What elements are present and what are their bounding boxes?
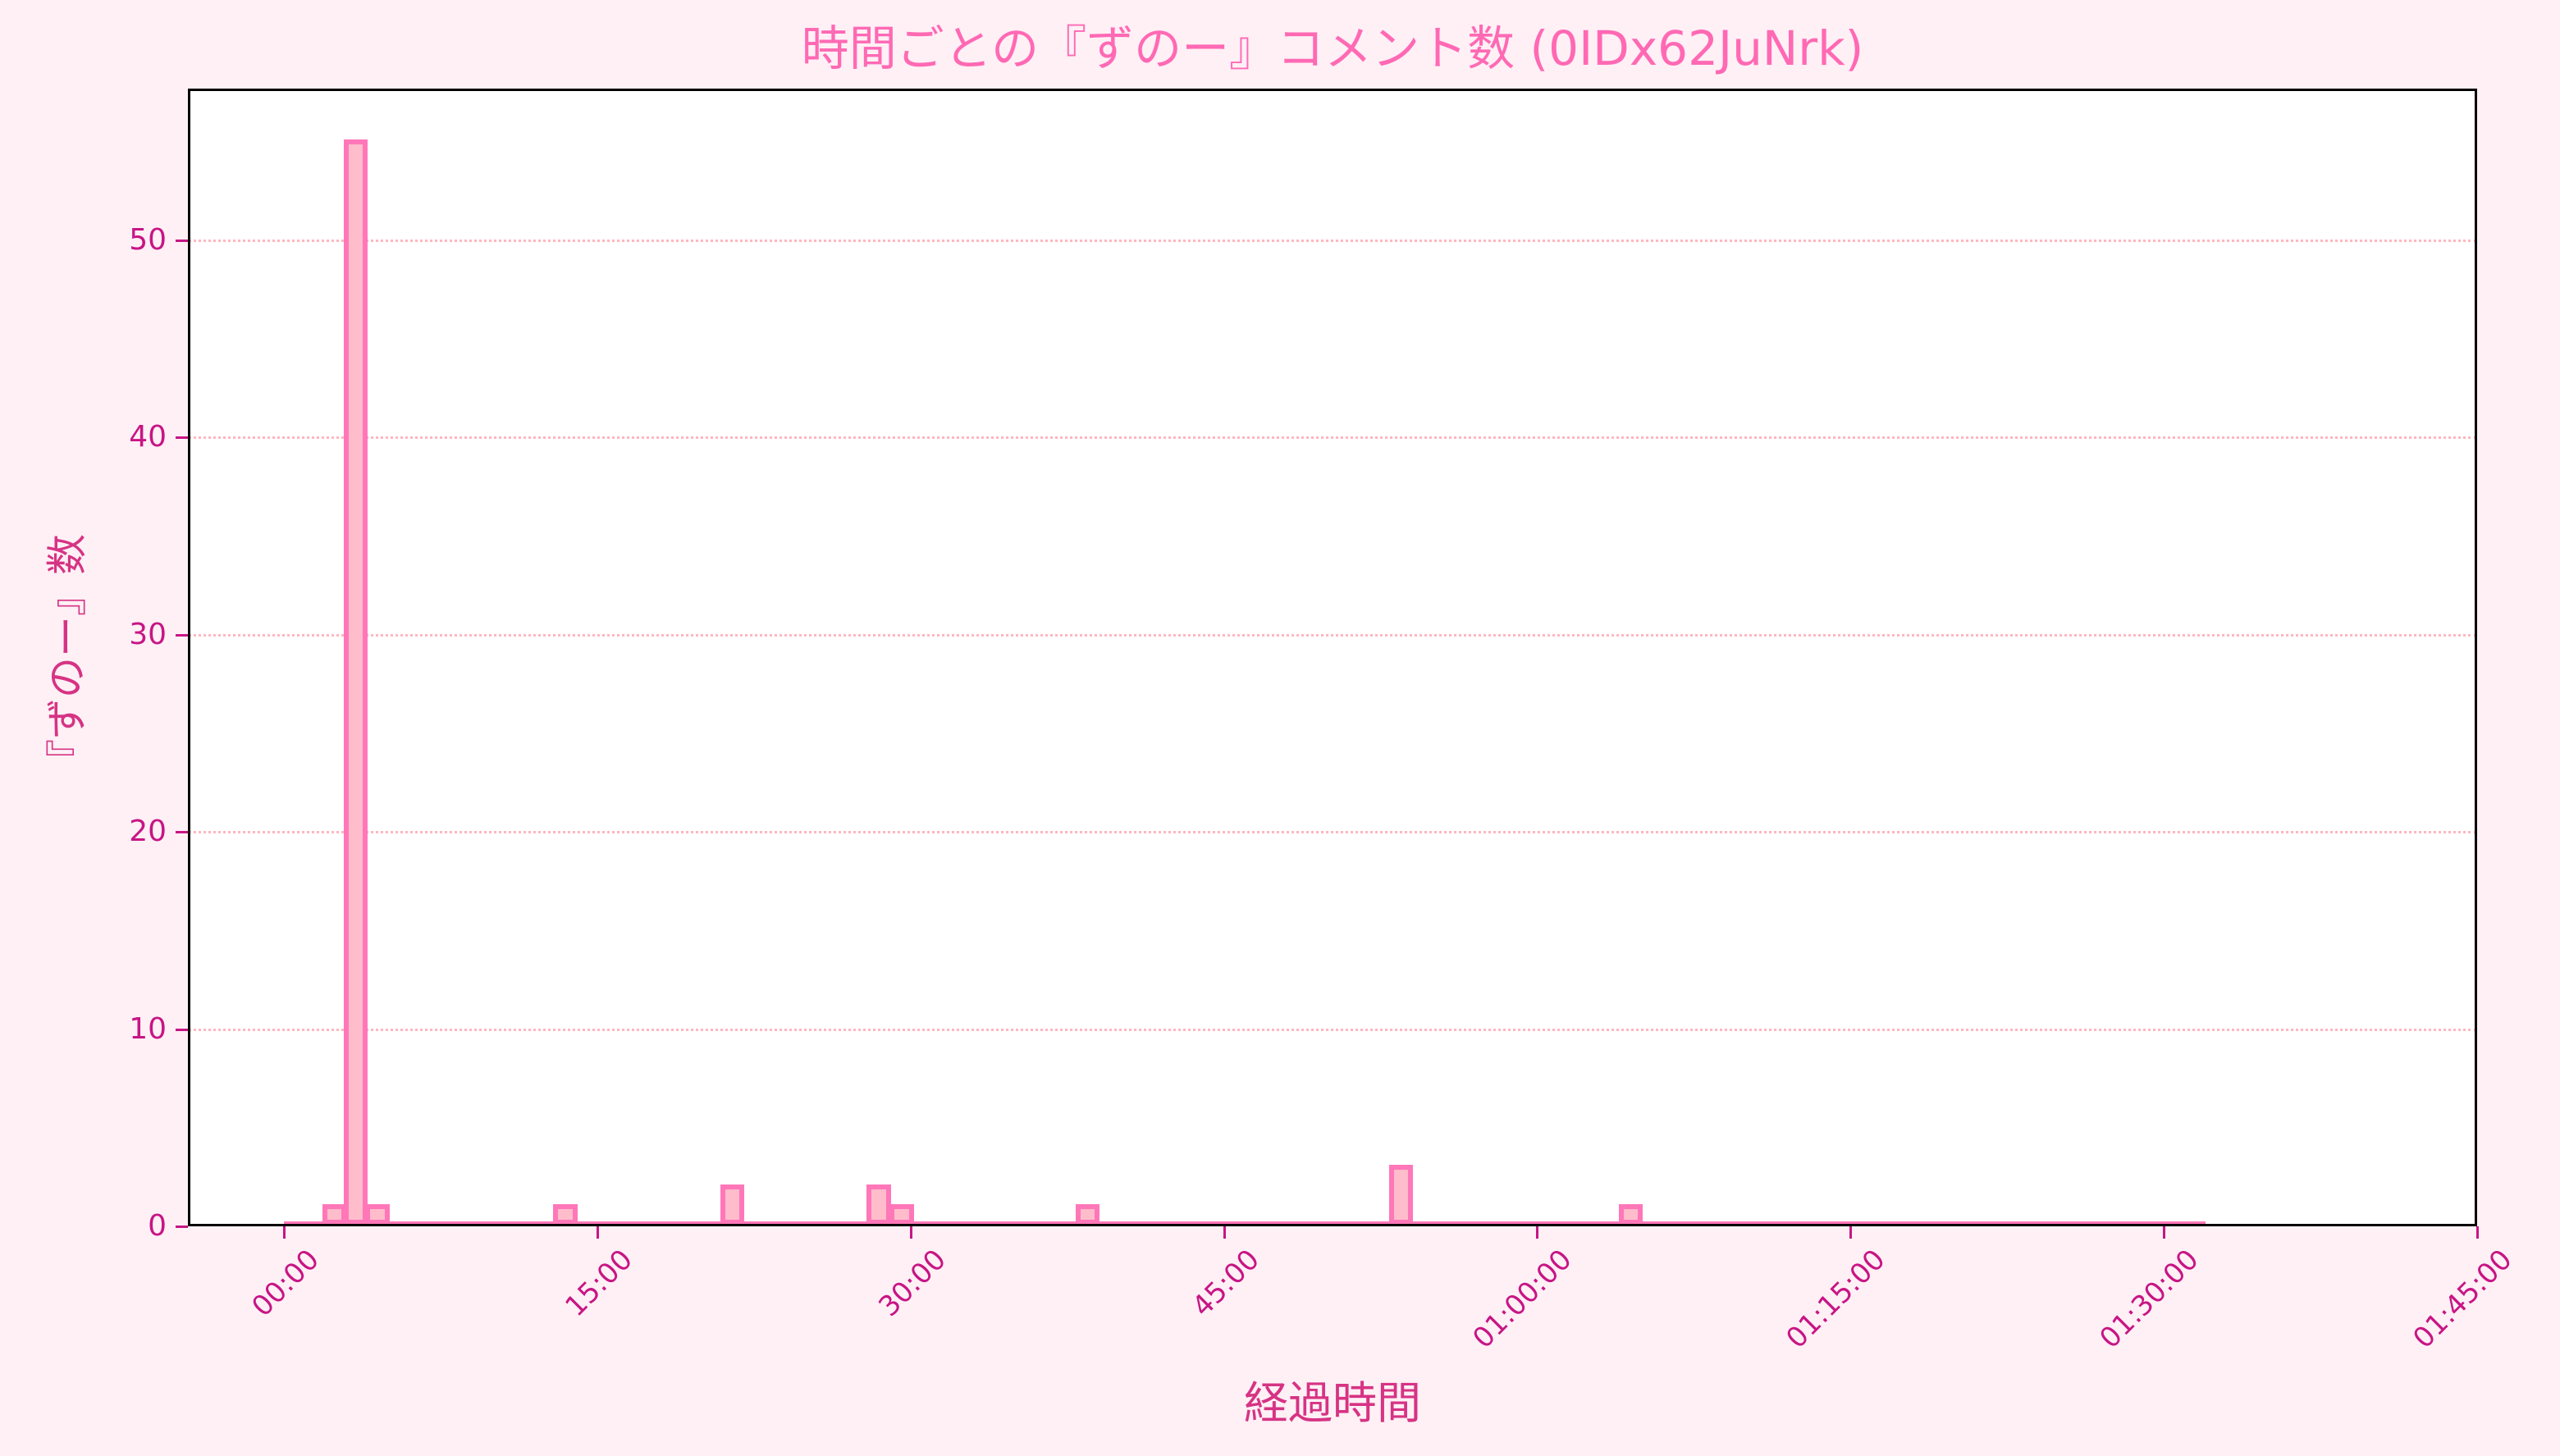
y-tick-label: 10 bbox=[129, 1011, 167, 1046]
histogram-bar bbox=[889, 1203, 914, 1225]
y-tick-label: 30 bbox=[129, 617, 167, 651]
y-tick-mark bbox=[176, 1226, 188, 1228]
y-tick-label: 20 bbox=[129, 815, 167, 849]
histogram-bar bbox=[1388, 1164, 1413, 1225]
x-tick-label: 01:30:00 bbox=[2093, 1243, 2206, 1355]
gridline bbox=[188, 436, 2477, 440]
histogram-bar bbox=[365, 1203, 390, 1225]
histogram-bar bbox=[720, 1184, 745, 1225]
gridline bbox=[188, 1028, 2477, 1031]
y-tick-label: 0 bbox=[148, 1209, 167, 1243]
histogram-bar bbox=[343, 139, 368, 1225]
y-tick-mark bbox=[176, 633, 188, 637]
histogram-bar bbox=[866, 1184, 891, 1225]
x-tick-mark bbox=[1536, 1226, 1539, 1239]
gridline bbox=[188, 633, 2477, 637]
x-tick-mark bbox=[283, 1226, 286, 1239]
histogram-bar bbox=[1075, 1203, 1100, 1225]
y-axis-label: 『ずのー』数 bbox=[43, 534, 91, 780]
x-tick-mark bbox=[909, 1226, 912, 1239]
histogram-bar bbox=[1618, 1203, 1643, 1225]
y-tick-mark bbox=[176, 240, 188, 243]
gridline bbox=[188, 831, 2477, 834]
x-tick-label: 30:00 bbox=[872, 1243, 953, 1324]
y-tick-mark bbox=[176, 436, 188, 440]
x-tick-label: 01:15:00 bbox=[1780, 1243, 1892, 1355]
y-tick-mark bbox=[176, 831, 188, 834]
gridline bbox=[188, 240, 2477, 243]
x-tick-mark bbox=[2476, 1226, 2479, 1239]
y-tick-label: 40 bbox=[129, 420, 167, 454]
y-tick-mark bbox=[176, 1028, 188, 1031]
histogram-bar bbox=[553, 1203, 578, 1225]
x-tick-label: 01:45:00 bbox=[2407, 1243, 2519, 1355]
x-tick-label: 00:00 bbox=[245, 1243, 326, 1324]
x-tick-label: 01:00:00 bbox=[1466, 1243, 1579, 1355]
x-tick-label: 45:00 bbox=[1185, 1243, 1266, 1324]
x-tick-mark bbox=[2163, 1226, 2166, 1239]
x-tick-mark bbox=[1223, 1226, 1226, 1239]
plot-area bbox=[188, 89, 2477, 1226]
x-tick-mark bbox=[596, 1226, 599, 1239]
x-tick-mark bbox=[1849, 1226, 1853, 1239]
chart-title: 時間ごとの『ずのー』コメント数 (0IDx62JuNrk) bbox=[801, 21, 1864, 76]
y-tick-label: 50 bbox=[129, 223, 167, 258]
x-tick-label: 15:00 bbox=[559, 1243, 639, 1324]
x-axis-label: 経過時間 bbox=[1244, 1377, 1421, 1429]
histogram-baseline bbox=[284, 1221, 2206, 1225]
